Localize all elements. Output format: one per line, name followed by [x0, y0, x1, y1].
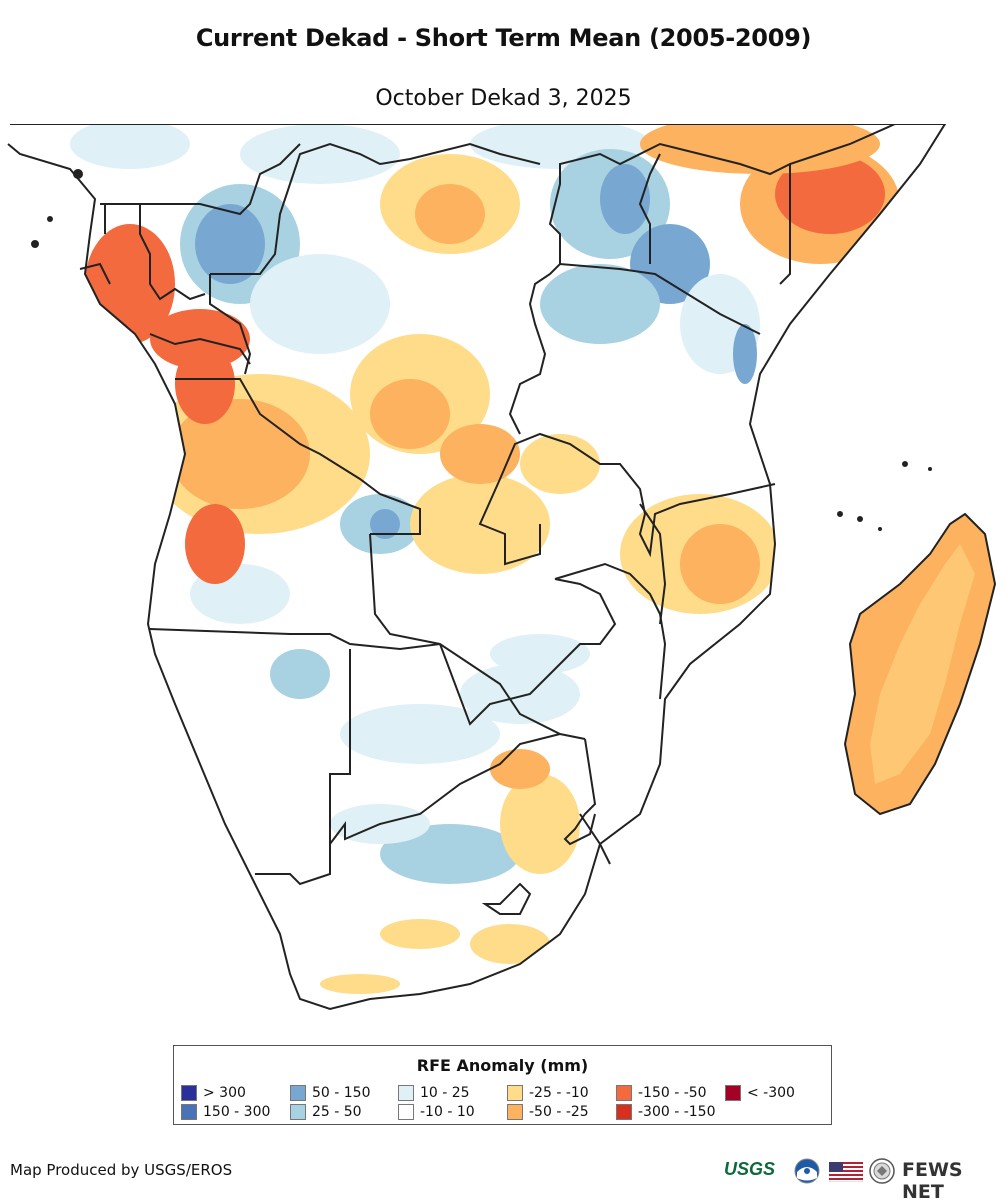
legend: RFE Anomaly (mm) > 300 150 - 300 50 - 15…: [173, 1045, 832, 1125]
usgs-logo: USGS: [724, 1159, 776, 1179]
legend-swatch: [616, 1085, 632, 1101]
islands: [31, 169, 932, 531]
legend-swatch: [290, 1085, 306, 1101]
legend-item: 150 - 300: [181, 1104, 270, 1122]
noaa-logo-icon: [794, 1158, 820, 1184]
us-flag-icon: [829, 1162, 863, 1182]
legend-title: RFE Anomaly (mm): [416, 1056, 589, 1075]
legend-label: 150 - 300: [203, 1104, 271, 1120]
legend-label: 25 - 50: [312, 1104, 362, 1120]
legend-item: -300 - -150: [616, 1104, 716, 1122]
map-credit: Map Produced by USGS/EROS: [10, 1161, 233, 1179]
legend-label: -50 - -25: [529, 1104, 589, 1120]
legend-swatch: [181, 1104, 197, 1120]
legend-label: -10 - 10: [420, 1104, 475, 1120]
state-department-seal-icon: [869, 1158, 895, 1184]
legend-item: 50 - 150: [290, 1085, 371, 1103]
legend-label: > 300: [203, 1085, 246, 1101]
legend-swatch: [181, 1085, 197, 1101]
legend-item: 25 - 50: [290, 1104, 362, 1122]
legend-label: < -300: [747, 1085, 795, 1101]
madagascar: [843, 512, 997, 816]
legend-swatch: [398, 1104, 414, 1120]
partner-logos: USGS FEWS NET: [724, 1155, 999, 1203]
legend-item: -10 - 10: [398, 1104, 475, 1122]
legend-swatch: [507, 1085, 523, 1101]
legend-item: > 300: [181, 1085, 246, 1103]
legend-label: -25 - -10: [529, 1085, 589, 1101]
fews-net-logo: FEWS NET: [902, 1159, 963, 1203]
legend-swatch: [507, 1104, 523, 1120]
anomaly-patches: [70, 124, 900, 994]
legend-swatch: [290, 1104, 306, 1120]
legend-swatch: [616, 1104, 632, 1120]
legend-item: < -300: [725, 1085, 795, 1103]
legend-swatch: [725, 1085, 741, 1101]
legend-item: -50 - -25: [507, 1104, 589, 1122]
legend-label: -150 - -50: [638, 1085, 707, 1101]
rainfall-anomaly-map: [7, 124, 997, 1011]
map-title: Current Dekad - Short Term Mean (2005-20…: [195, 24, 812, 52]
legend-label: -300 - -150: [638, 1104, 716, 1120]
country-borders: [79, 124, 896, 915]
legend-item: -150 - -50: [616, 1085, 707, 1103]
legend-label: 50 - 150: [312, 1085, 371, 1101]
legend-item: 10 - 25: [398, 1085, 470, 1103]
legend-item: -25 - -10: [507, 1085, 589, 1103]
legend-label: 10 - 25: [420, 1085, 470, 1101]
coastline: [7, 124, 947, 1011]
legend-swatch: [398, 1085, 414, 1101]
map-subtitle: October Dekad 3, 2025: [375, 86, 632, 111]
